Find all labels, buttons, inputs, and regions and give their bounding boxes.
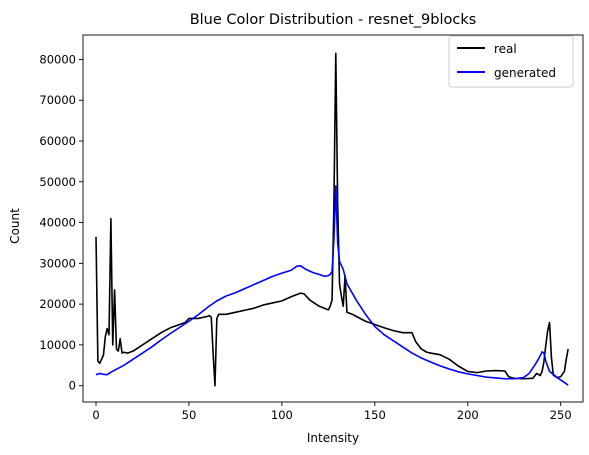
x-tick-label: 50 xyxy=(182,408,197,422)
series-line-generated xyxy=(95,185,569,386)
y-tick-label: 40000 xyxy=(39,216,76,230)
y-tick-label: 80000 xyxy=(39,52,76,66)
legend-label-real: real xyxy=(494,42,517,56)
legend-label-generated: generated xyxy=(494,66,556,80)
y-axis-ticks: 0 10000 20000 30000 40000 50000 60000 70000 8000… xyxy=(39,52,83,393)
x-tick-label: 100 xyxy=(271,408,293,422)
x-tick-label: 250 xyxy=(550,408,572,422)
chart-title: Blue Color Distribution - resnet_9blocks xyxy=(190,12,477,28)
x-axis-label: Intensity xyxy=(307,431,359,445)
y-tick-label: 50000 xyxy=(39,175,76,189)
plot-frame xyxy=(82,34,584,403)
x-axis-ticks: 0 50 100 150 200 250 xyxy=(92,402,572,422)
y-tick-label: 20000 xyxy=(39,297,76,311)
y-axis-label: Count xyxy=(8,208,22,244)
plot-area xyxy=(82,34,584,403)
y-tick-label: 60000 xyxy=(39,134,76,148)
x-tick-label: 150 xyxy=(364,408,386,422)
y-tick-label: 0 xyxy=(69,379,76,393)
legend: real generated xyxy=(448,35,574,88)
x-tick-label: 200 xyxy=(457,408,479,422)
y-tick-label: 30000 xyxy=(39,256,76,270)
y-tick-label: 10000 xyxy=(39,338,76,352)
y-tick-label: 70000 xyxy=(39,93,76,107)
x-tick-label: 0 xyxy=(92,408,99,422)
